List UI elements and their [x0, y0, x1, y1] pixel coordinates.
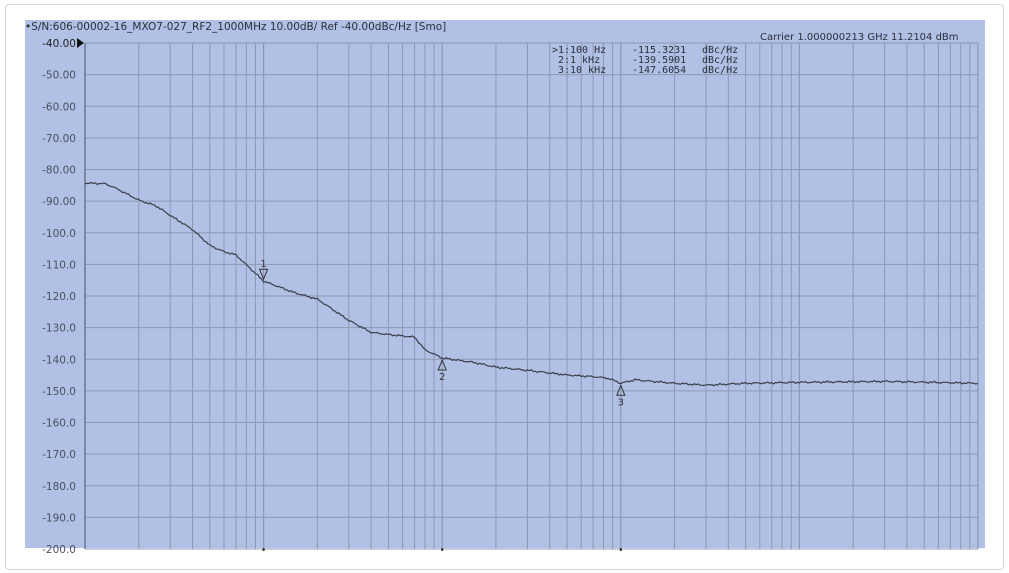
marker-row: 3:10 kHz -147.6054 dBc/Hz: [540, 66, 762, 76]
y-tick-label: -200.0: [42, 544, 76, 556]
marker-axis-tick: [619, 548, 622, 551]
marker-freq: 100 Hz: [570, 45, 607, 56]
y-tick-label: -90.00: [42, 196, 76, 208]
y-tick-label: -110.0: [42, 259, 76, 271]
marker-triangle-icon: [258, 268, 269, 281]
marker-triangle-icon: [437, 358, 447, 371]
marker-label: 3:: [551, 65, 570, 76]
marker-value: -115.3231: [632, 45, 687, 56]
marker-value: -147.6054: [632, 65, 687, 76]
plot-panel: [25, 20, 985, 548]
marker-label: >1:: [551, 45, 570, 56]
y-tick-label: -160.0: [42, 418, 76, 430]
marker-value: -139.5901: [632, 55, 687, 66]
trace-line: [84, 181, 979, 387]
marker-label: 2:: [551, 55, 570, 66]
y-tick-label: -140.0: [42, 354, 76, 366]
y-tick-label: -80.00: [42, 165, 76, 177]
marker-unit: dBc/Hz: [702, 45, 739, 56]
marker-number: 3: [618, 397, 624, 408]
reference-level-arrow-icon: [77, 38, 84, 48]
marker-unit: dBc/Hz: [702, 65, 739, 76]
marker-number: 1: [260, 259, 266, 270]
marker-row: 2:1 kHz -139.5901 dBc/Hz: [540, 56, 762, 66]
y-tick-label: -130.0: [42, 323, 76, 335]
marker-number: 2: [439, 372, 445, 383]
carrier-readout: Carrier 1.000000213 GHz 11.2104 dBm: [760, 32, 959, 43]
y-tick-label: -60.00: [42, 101, 76, 113]
marker-freq: 1 kHz: [570, 55, 601, 66]
marker-axis-tick: [441, 548, 444, 551]
y-tick-label: -120.0: [42, 291, 76, 303]
y-tick-label: -190.0: [42, 512, 76, 524]
y-tick-label: -70.00: [42, 133, 76, 145]
y-tick-label: -100.0: [42, 228, 76, 240]
marker-triangle-icon: [616, 383, 626, 396]
marker-freq: 10 kHz: [570, 65, 607, 76]
y-tick-label: -150.0: [42, 386, 76, 398]
marker-table: >1:100 Hz -115.3231 dBc/Hz 2:1 kHz -139.590…: [540, 46, 762, 76]
marker-unit: dBc/Hz: [702, 55, 739, 66]
y-tick-label: -50.00: [42, 70, 76, 82]
chart-title: •S/N:606-00002-16_MXO7-027_RF2_1000MHz 1…: [25, 21, 447, 33]
y-tick-label: -170.0: [42, 449, 76, 461]
y-tick-label: -40.00: [42, 38, 76, 50]
y-tick-label: -180.0: [42, 481, 76, 493]
marker-row: >1:100 Hz -115.3231 dBc/Hz: [540, 46, 762, 56]
marker-axis-tick: [262, 548, 265, 551]
